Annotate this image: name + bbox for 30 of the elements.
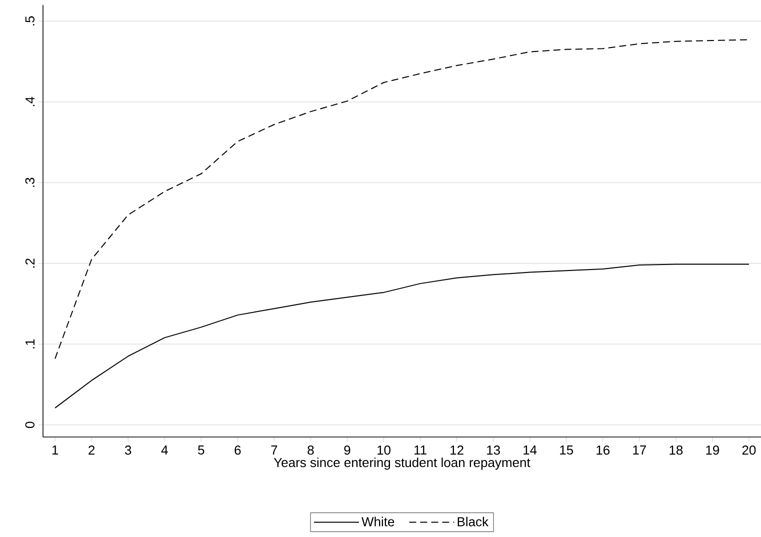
x-tick-label: 4 bbox=[161, 446, 168, 454]
y-tick-label: .1 bbox=[26, 339, 34, 348]
y-tick-label: .2 bbox=[25, 258, 34, 268]
x-tick-label: 17 bbox=[633, 446, 646, 454]
x-tick-label: 1 bbox=[52, 446, 58, 454]
x-tick-label: 19 bbox=[706, 446, 720, 455]
x-tick-label: 8 bbox=[308, 446, 314, 455]
y-tick-label: .5 bbox=[25, 16, 34, 26]
x-tick-label: 2 bbox=[88, 446, 95, 455]
x-tick-label: 6 bbox=[234, 446, 241, 455]
x-tick-label: 3 bbox=[124, 446, 132, 455]
x-tick-label: 15 bbox=[560, 446, 574, 455]
x-tick-label: 7 bbox=[271, 446, 278, 454]
x-tick-label: 5 bbox=[198, 446, 204, 455]
x-tick-label: 13 bbox=[487, 446, 500, 455]
x-tick-label: 14 bbox=[524, 446, 537, 454]
legend-label: Black bbox=[458, 516, 489, 526]
legend-label: White bbox=[362, 516, 394, 526]
y-tick-label: .3 bbox=[25, 178, 34, 187]
x-tick-label: 10 bbox=[378, 446, 390, 455]
x-tick-label: 18 bbox=[670, 446, 683, 455]
y-tick-label: 0 bbox=[25, 422, 34, 428]
x-tick-label: 12 bbox=[450, 446, 464, 455]
x-tick-label: 16 bbox=[596, 446, 610, 455]
x-tick-label: 11 bbox=[414, 446, 426, 454]
x-tick-label: 9 bbox=[344, 446, 350, 455]
x-axis-title: Years since entering student loan repayment bbox=[274, 458, 530, 470]
line-series bbox=[54, 39, 750, 360]
y-tick-label: .4 bbox=[26, 96, 34, 106]
x-tick-label: 20 bbox=[742, 446, 756, 455]
